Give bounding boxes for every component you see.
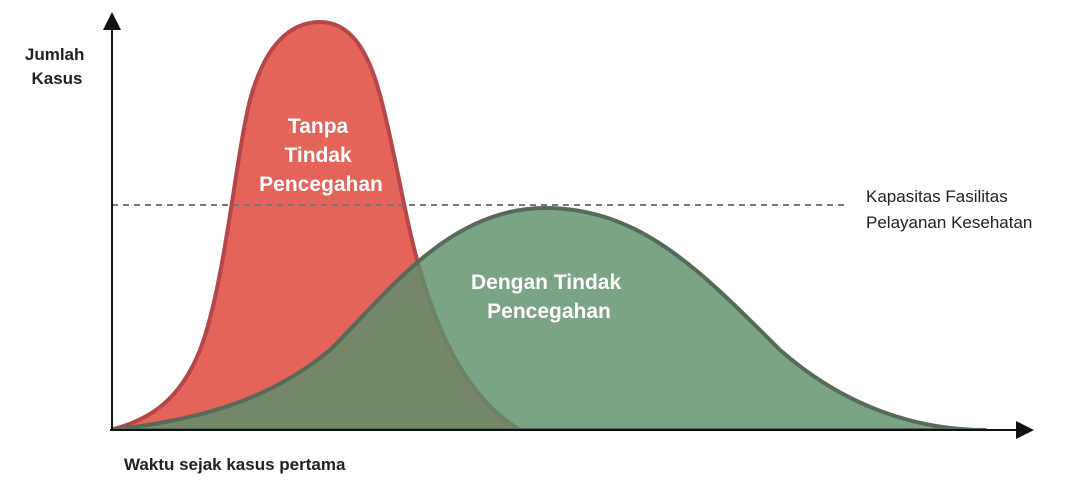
y-axis-label-line-1: Jumlah (25, 45, 85, 64)
with-measures-label: Dengan Tindak Pencegahan (471, 271, 627, 323)
with-measures-label-line-2: Pencegahan (487, 300, 611, 323)
without-measures-label-line-1: Tanpa (288, 115, 349, 138)
with-measures-curve (112, 206, 987, 430)
x-axis-label: Waktu sejak kasus pertama (124, 455, 346, 474)
y-axis-label-line-2: Kasus (31, 69, 82, 88)
without-measures-label-line-3: Pencegahan (259, 173, 383, 196)
capacity-label-line-1: Kapasitas Fasilitas (866, 187, 1008, 206)
x-axis-arrowhead (1016, 421, 1034, 439)
without-measures-label: Tanpa Tindak Pencegahan (259, 115, 383, 196)
without-measures-label-line-2: Tindak (284, 144, 352, 167)
capacity-label-line-2: Pelayanan Kesehatan (866, 213, 1032, 232)
y-axis-label: Jumlah Kasus (25, 45, 89, 88)
capacity-label: Kapasitas Fasilitas Pelayanan Kesehatan (866, 187, 1032, 232)
y-axis-arrowhead (103, 12, 121, 30)
with-measures-label-line-1: Dengan Tindak (471, 271, 621, 294)
